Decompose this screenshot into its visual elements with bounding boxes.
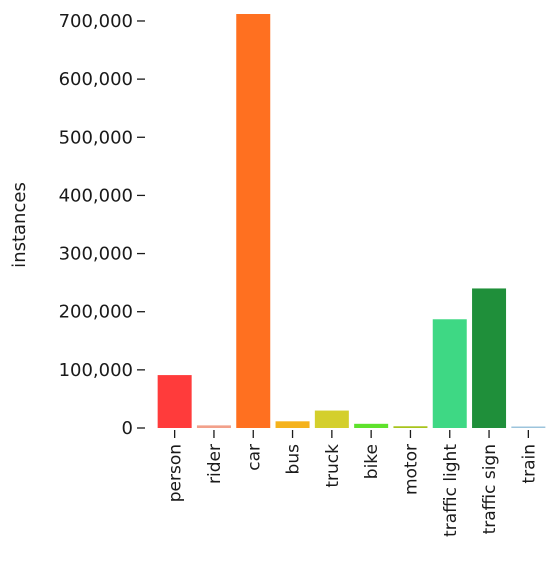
x-tick-label: truck (323, 444, 343, 488)
bar-car (236, 14, 271, 428)
x-tick-label: person (166, 444, 186, 502)
bar-series (157, 14, 546, 428)
bar-bike (354, 423, 389, 428)
y-tick-label: 200,000 (59, 302, 133, 323)
bar-train (511, 426, 546, 428)
bar-person (157, 375, 192, 428)
y-tick-label: 300,000 (59, 244, 133, 265)
x-tick-label: bike (362, 444, 382, 479)
y-tick-label: 700,000 (59, 11, 133, 32)
x-tick-label: traffic sign (480, 444, 500, 534)
bar-motor (393, 426, 428, 428)
x-tick-label: motor (401, 444, 421, 495)
y-axis-label: instances (9, 182, 30, 268)
y-tick-label: 600,000 (59, 69, 133, 90)
bar-traffic-light (432, 319, 467, 428)
y-axis: 0 100,000 200,000 300,000 400,000 500,000 600,… (59, 11, 145, 439)
x-axis: person rider car bus truck bike motor traffic l… (166, 430, 539, 537)
x-tick-label: traffic light (441, 444, 461, 537)
y-tick-label: 500,000 (59, 127, 133, 148)
bar-truck (314, 410, 349, 428)
y-tick-label: 400,000 (59, 185, 133, 206)
x-tick-label: bus (284, 444, 304, 475)
y-tick-label: 0 (122, 418, 133, 439)
bar-bus (275, 421, 310, 428)
x-tick-label: car (244, 444, 264, 471)
bar-rider (196, 425, 231, 428)
x-tick-label: rider (205, 444, 225, 484)
bar-traffic-sign (472, 288, 507, 428)
y-tick-label: 100,000 (59, 360, 133, 381)
x-tick-label: train (519, 444, 539, 484)
